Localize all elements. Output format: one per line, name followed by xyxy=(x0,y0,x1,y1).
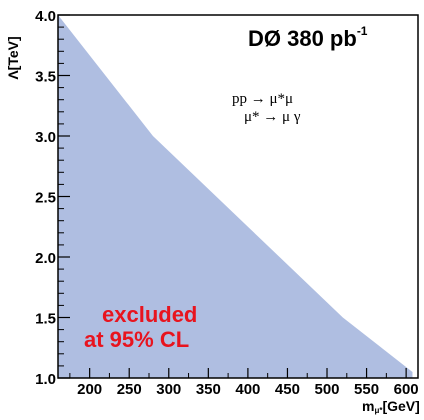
x-tick-label: 350 xyxy=(196,381,221,398)
x-tick-label: 250 xyxy=(117,381,142,398)
chart-title: DØ 380 pb-1 xyxy=(248,24,368,51)
y-tick-label: 2.0 xyxy=(35,250,56,267)
y-axis-label: Λ[TeV] xyxy=(5,36,21,79)
process-line-2: μ* → μ γ xyxy=(244,109,301,125)
y-tick-label: 2.5 xyxy=(35,190,56,207)
y-axis: 1.0 1.5 2.0 2.5 3.0 3.5 4.0 xyxy=(35,8,70,388)
x-tick-label: 400 xyxy=(235,381,260,398)
x-axis: 200 250 300 350 400 450 500 550 600 xyxy=(69,368,419,398)
y-tick-label: 1.0 xyxy=(35,371,56,388)
x-tick-label: 500 xyxy=(314,381,339,398)
y-tick-label: 3.5 xyxy=(35,69,56,86)
x-tick-label: 550 xyxy=(354,381,379,398)
x-tick-label: 300 xyxy=(156,381,181,398)
process-line-1: pp → μ*μ xyxy=(232,91,293,107)
exclusion-area xyxy=(58,15,413,378)
x-tick-label: 600 xyxy=(394,381,419,398)
y-tick-label: 1.5 xyxy=(35,311,56,328)
y-tick-label: 4.0 xyxy=(35,8,56,25)
annotation-line-2: at 95% CL xyxy=(84,327,189,352)
annotation-line-1: excluded xyxy=(102,302,197,327)
x-axis-label: mμ*[GeV] xyxy=(362,398,420,415)
y-tick-label: 3.0 xyxy=(35,129,56,146)
x-tick-label: 450 xyxy=(275,381,300,398)
x-tick-label: 200 xyxy=(77,381,102,398)
